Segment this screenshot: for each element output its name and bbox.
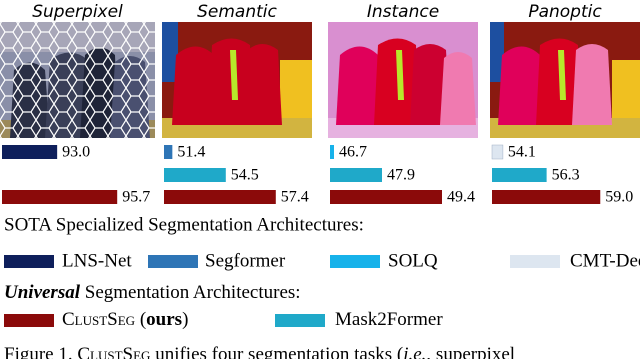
panel-title: Semantic <box>197 2 277 22</box>
superpixel-image <box>0 22 155 138</box>
value-label: 54.1 <box>508 144 536 161</box>
legend-label: Mask2Former <box>335 309 443 330</box>
value-label: 47.9 <box>387 167 415 184</box>
bar <box>2 145 58 159</box>
value-label: 46.7 <box>339 144 367 161</box>
value-label: 57.4 <box>281 189 309 206</box>
text-part: , superpixel <box>426 344 515 359</box>
text-part: Figure 1. <box>4 344 77 359</box>
bar <box>164 168 226 182</box>
legend-label: CMT-Deeplab <box>570 250 640 271</box>
bar <box>491 144 504 160</box>
text-part: ClustSeg <box>62 309 135 330</box>
text-part: i.e. <box>403 344 426 359</box>
legend-swatch <box>4 255 54 268</box>
legend-label: ClustSeg (ours) <box>62 309 188 330</box>
legend-label: SOLQ <box>388 250 438 271</box>
semantic-image <box>162 22 312 138</box>
panoptic-image <box>490 22 640 138</box>
value-label: 95.7 <box>122 189 150 206</box>
caption: Figure 1. ClustSeg unifies four segmenta… <box>4 344 515 359</box>
bar <box>330 190 442 204</box>
bar <box>330 145 334 159</box>
bar <box>492 190 601 204</box>
panel-title: Panoptic <box>528 2 602 22</box>
instance-image <box>328 22 478 138</box>
text-part: ) <box>182 309 188 330</box>
text-part: unifies four segmentation tasks ( <box>150 344 403 359</box>
legend-label: LNS-Net <box>62 250 132 271</box>
legend-swatch <box>330 255 380 268</box>
text-part: Mask2Former <box>335 309 443 330</box>
text-part: ClustSeg <box>77 344 150 359</box>
bar <box>330 168 382 182</box>
legend-swatch <box>148 255 198 268</box>
text-part: ours <box>146 309 182 330</box>
text-part: ( <box>135 309 146 330</box>
value-label: 59.0 <box>605 189 633 206</box>
panel-title: Instance <box>367 2 439 22</box>
value-label: 93.0 <box>62 144 90 161</box>
legend-swatch <box>4 314 54 327</box>
panel-title: Superpixel <box>32 2 123 22</box>
legend-title: Universal Segmentation Architectures: <box>4 282 301 303</box>
text-part: Universal <box>4 282 81 303</box>
text-part: Segmentation Architectures: <box>80 282 301 303</box>
legend-label: Segformer <box>205 250 286 271</box>
value-label: 54.5 <box>231 167 259 184</box>
value-label: 56.3 <box>552 167 580 184</box>
legend-title: SOTA Specialized Segmentation Architectu… <box>4 214 364 235</box>
value-label: 49.4 <box>447 189 475 206</box>
value-label: 51.4 <box>177 144 205 161</box>
legend-swatch <box>275 314 325 327</box>
bar <box>492 168 547 182</box>
bar <box>164 190 276 204</box>
legend-swatch <box>510 255 560 268</box>
bar <box>164 145 173 159</box>
bar <box>2 190 118 204</box>
